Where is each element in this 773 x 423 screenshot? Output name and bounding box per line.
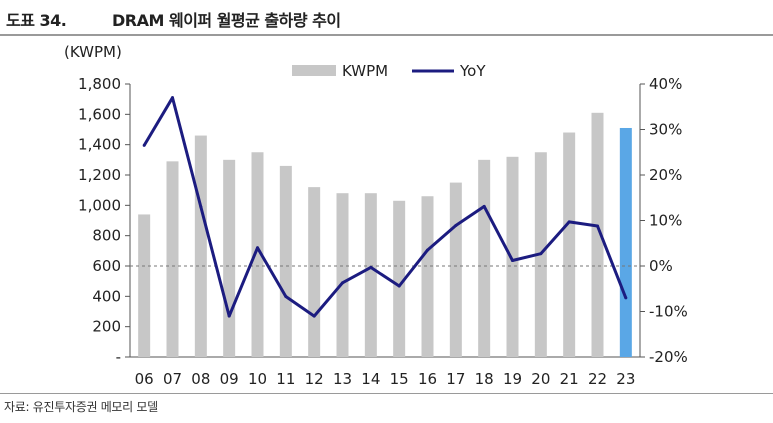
yoy-point (454, 224, 458, 228)
x-axis-tick-label: 13 (333, 370, 352, 388)
yoy-point (171, 96, 174, 100)
x-axis-tick-label: 15 (390, 370, 409, 388)
x-axis-tick-label: 07 (163, 370, 182, 388)
x-axis-tick-label: 09 (220, 370, 239, 388)
footer-rule (0, 393, 773, 394)
x-axis-tick-label: 14 (361, 370, 380, 388)
x-axis-tick-label: 17 (446, 370, 465, 388)
yoy-point (482, 204, 486, 208)
yoy-point (511, 259, 514, 263)
x-axis-tick-label: 16 (418, 370, 437, 388)
legend-label-yoy: YoY (459, 62, 486, 80)
right-axis-tick-label: 0% (649, 257, 673, 275)
left-axis-tick-label: 200 (92, 318, 121, 336)
yoy-point (596, 224, 599, 228)
x-axis-tick-label: 06 (135, 370, 154, 388)
figure-header: 도표 34. DRAM 웨이퍼 월평균 출하량 추이 (0, 0, 773, 36)
left-axis-tick-label: 1,000 (78, 196, 121, 214)
bar-kwpm (449, 182, 462, 357)
yoy-point (312, 314, 316, 318)
x-axis-tick-label: 22 (588, 370, 607, 388)
yoy-point (624, 296, 628, 300)
bar-kwpm (563, 132, 576, 357)
bar-kwpm (194, 135, 207, 357)
left-axis-tick-label: 600 (92, 257, 121, 275)
yoy-point (426, 248, 429, 252)
x-axis-tick-label: 18 (475, 370, 494, 388)
line-yoy (142, 96, 628, 318)
left-axis-tick-label: 400 (92, 287, 121, 305)
yoy-point (227, 314, 231, 318)
yoy-point (199, 205, 203, 209)
left-axis-tick-label: 1,600 (78, 105, 121, 123)
left-axis-tick-label: 1,800 (78, 75, 121, 93)
bar-kwpm (478, 159, 491, 357)
bar-kwpm (506, 156, 519, 357)
legend-label-kwpm: KWPM (342, 62, 388, 80)
right-axis-tick-label: 30% (649, 121, 682, 139)
x-axis-tick-label: 08 (191, 370, 210, 388)
figure-title: DRAM 웨이퍼 월평균 출하량 추이 (112, 11, 341, 30)
right-axis-tick-label: -10% (649, 303, 688, 321)
yoy-point (284, 294, 288, 298)
x-axis-tick-label: 23 (616, 370, 635, 388)
right-axis-tick-label: -20% (649, 348, 688, 366)
x-axis-tick-label: 19 (503, 370, 522, 388)
yoy-point (369, 265, 373, 269)
bar-kwpm (223, 159, 236, 357)
x-axis-tick-label: 12 (305, 370, 324, 388)
bar-kwpm (421, 196, 434, 357)
left-axis-tick-label: 1,200 (78, 166, 121, 184)
yoy-point (142, 143, 146, 147)
bar-kwpm (393, 200, 406, 357)
bar-kwpm (364, 193, 377, 357)
right-axis-tick-label: 10% (649, 212, 682, 230)
right-axis-tick-label: 40% (649, 75, 682, 93)
left-axis-tick-label: - (116, 348, 121, 366)
bar-kwpm (251, 152, 264, 357)
bar-kwpm (138, 214, 151, 357)
bar-kwpm (619, 127, 632, 357)
left-axis-tick-label: 1,400 (78, 136, 121, 154)
bar-kwpm (591, 112, 604, 357)
left-axis-unit: (KWPM) (64, 43, 122, 61)
bar-kwpm (166, 161, 179, 357)
yoy-point (539, 252, 543, 256)
x-axis-tick-label: 10 (248, 370, 267, 388)
x-axis-tick-label: 21 (560, 370, 579, 388)
source-note: 자료: 유진투자증권 메모리 모델 (4, 400, 158, 414)
yoy-point (397, 284, 401, 288)
yoy-point (256, 246, 259, 250)
bar-kwpm (336, 193, 349, 357)
right-axis-tick-label: 20% (649, 166, 682, 184)
yoy-point (341, 281, 344, 285)
bar-kwpm (279, 165, 292, 357)
x-axis-tick-label: 11 (276, 370, 295, 388)
header-rule (0, 34, 773, 36)
yoy-point (567, 220, 571, 224)
legend-swatch-kwpm (292, 65, 336, 76)
bar-kwpm (308, 187, 321, 357)
x-axis-tick-label: 20 (531, 370, 550, 388)
figure-label: 도표 34. (6, 11, 67, 30)
left-axis-tick-label: 800 (92, 227, 121, 245)
